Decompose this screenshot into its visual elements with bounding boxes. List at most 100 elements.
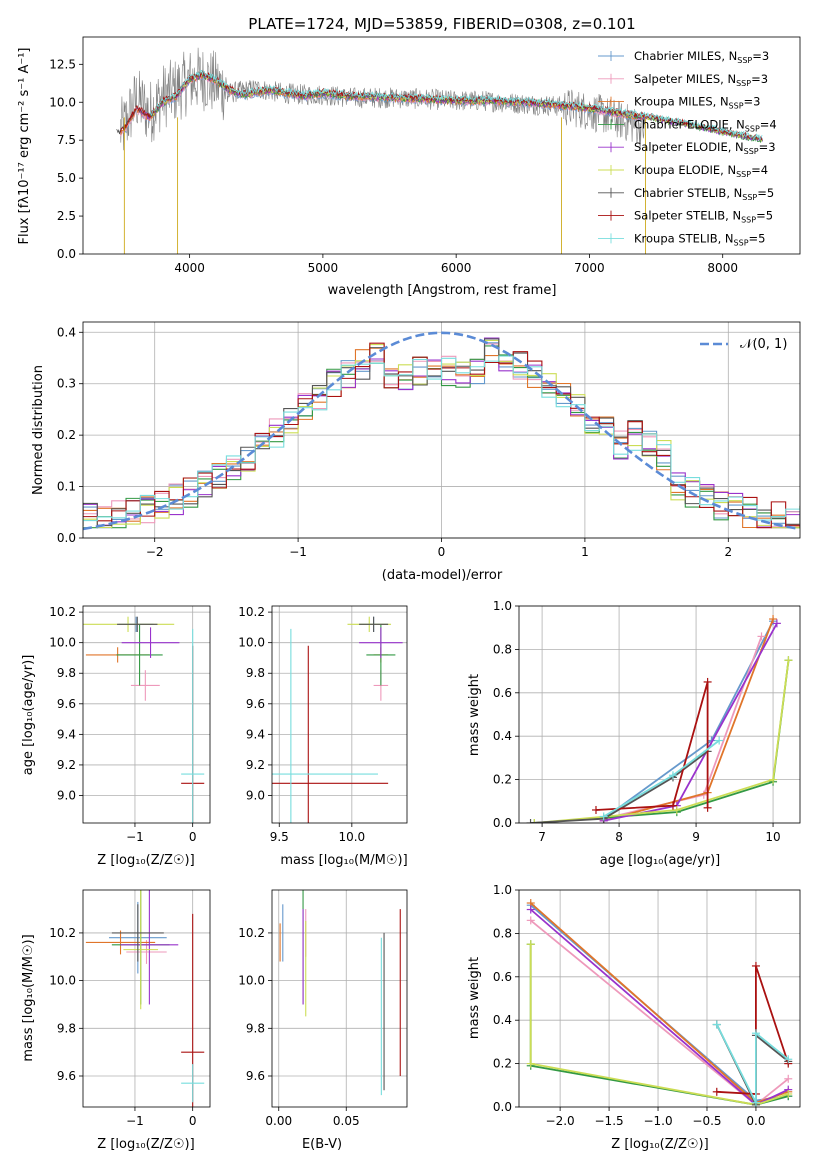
x-tick-label: −1.5 xyxy=(595,1114,624,1128)
x-tick-label: 1 xyxy=(581,545,589,559)
ageM-xlabel: mass [log₁₀(M/M☉)] xyxy=(280,853,407,868)
y-tick-label: 0.8 xyxy=(493,926,512,940)
age-vs-mass-panel: 9.5 10.0 9.0 9.2 9.4 9.6 9.8 10.0 10.2 xyxy=(238,605,408,844)
legend-entry-label: Chabrier MILES, NSSP=3 xyxy=(634,49,769,65)
massweight-line xyxy=(530,750,709,823)
legend-nssp: =4 xyxy=(751,163,768,177)
legend-nssp: =5 xyxy=(756,209,773,223)
y-tick-label: 10.0 xyxy=(238,974,265,988)
y-tick-label: 10.0 xyxy=(49,95,76,109)
massZ-xlabel: Z [log₁₀(Z/Z☉)] xyxy=(97,1137,194,1152)
errorbar-group xyxy=(272,616,403,823)
y-tick-label: 0.0 xyxy=(493,1100,512,1114)
y-tick-label: 9.8 xyxy=(246,1021,265,1035)
figure-title: PLATE=1724, MJD=53859, FIBERID=0308, z=0… xyxy=(248,15,635,33)
y-tick-label: 0.0 xyxy=(57,531,76,545)
legend-subscript: SSP xyxy=(737,56,752,65)
mwZ-ylabel: mass weight xyxy=(467,957,482,1039)
y-tick-label: 10.2 xyxy=(238,926,265,940)
axes-frame xyxy=(82,321,801,539)
massweight-line xyxy=(603,622,778,822)
y-tick-label: 0.0 xyxy=(57,247,76,261)
y-tick-label: 9.2 xyxy=(57,758,76,772)
y-tick-label: 0.2 xyxy=(57,428,76,442)
x-tick-label: 0.0 xyxy=(746,1114,765,1128)
y-tick-label: 9.8 xyxy=(57,1021,76,1035)
errorbar-group xyxy=(85,890,205,1107)
y-tick-label: 9.4 xyxy=(246,727,265,741)
legend-subscript: SSP xyxy=(742,193,757,202)
x-tick-label: −1 xyxy=(126,1114,144,1128)
y-tick-label: 10.0 xyxy=(49,636,76,650)
axes-frame xyxy=(82,889,211,1108)
histogram-group xyxy=(83,331,800,531)
y-tick-label: 0.6 xyxy=(493,686,512,700)
legend-nssp: =5 xyxy=(757,186,774,200)
legend-nssp: =3 xyxy=(752,49,769,63)
y-tick-label: 0.4 xyxy=(493,1013,512,1027)
y-tick-label: 0.4 xyxy=(57,325,76,339)
legend-subscript: SSP xyxy=(729,102,744,111)
legend-subscript: SSP xyxy=(736,170,751,179)
massweight-line xyxy=(715,1024,789,1104)
x-tick-label: 0 xyxy=(438,545,446,559)
mass-vs-ebv-panel: 0.00 0.05 9.6 9.8 10.0 10.2 xyxy=(238,889,408,1128)
residuals-legend-label: 𝒩(0, 1) xyxy=(740,337,787,352)
y-tick-label: 0.4 xyxy=(493,729,512,743)
legend-entry-label: Kroupa ELODIE, NSSP=4 xyxy=(634,163,768,179)
legend-entry-label: Salpeter ELODIE, NSSP=3 xyxy=(634,140,776,156)
axes-frame xyxy=(82,605,211,824)
x-tick-label: 6000 xyxy=(441,261,472,275)
massweight-line xyxy=(529,944,789,1106)
y-tick-label: 10.0 xyxy=(238,636,265,650)
ageZ-xlabel: Z [log₁₀(Z/Z☉)] xyxy=(97,853,194,868)
y-tick-label: 10.0 xyxy=(49,974,76,988)
y-tick-label: 0.6 xyxy=(493,970,512,984)
y-tick-label: 0.2 xyxy=(493,1057,512,1071)
y-tick-label: 10.2 xyxy=(49,605,76,619)
x-tick-label: −2.0 xyxy=(546,1114,575,1128)
legend-subscript: SSP xyxy=(741,216,756,225)
y-tick-label: 9.0 xyxy=(57,788,76,802)
y-tick-label: 9.6 xyxy=(246,1069,265,1083)
y-tick-label: 5.0 xyxy=(57,171,76,185)
legend-nssp: =4 xyxy=(760,117,777,131)
legend-nssp: =3 xyxy=(751,72,768,86)
x-tick-label: 10.0 xyxy=(338,830,365,844)
y-tick-label: 7.5 xyxy=(57,133,76,147)
y-tick-label: 0.2 xyxy=(493,773,512,787)
legend-subscript: SSP xyxy=(745,124,760,133)
residual-histogram xyxy=(83,355,800,526)
spectrum-lines xyxy=(116,47,763,254)
y-tick-label: 0.0 xyxy=(493,816,512,830)
y-tick-label: 9.8 xyxy=(57,666,76,680)
massweight-line xyxy=(534,660,790,823)
x-tick-label: 9 xyxy=(692,830,700,844)
y-tick-label: 9.8 xyxy=(246,666,265,680)
massZ-ylabel: mass [log₁₀(M/M☉)] xyxy=(21,934,36,1061)
ageZ-ylabel: age [log₁₀(age/yr)] xyxy=(21,655,36,776)
spectrum-xlabel: wavelength [Angstrom, rest frame] xyxy=(328,283,557,298)
massweight-line xyxy=(530,919,789,1106)
axes-frame xyxy=(518,889,801,1108)
x-tick-label: −1 xyxy=(126,830,144,844)
y-tick-label: 9.0 xyxy=(246,788,265,802)
y-tick-label: 9.6 xyxy=(57,697,76,711)
y-tick-label: 1.0 xyxy=(493,883,512,897)
y-tick-label: 10.2 xyxy=(238,605,265,619)
legend-nssp: =5 xyxy=(749,231,766,245)
axes-frame xyxy=(271,889,408,1108)
x-tick-label: 10 xyxy=(765,830,780,844)
massE-xlabel: E(B-V) xyxy=(302,1137,342,1152)
x-tick-label: 9.5 xyxy=(270,830,289,844)
y-tick-label: 0.1 xyxy=(57,480,76,494)
x-tick-label: 4000 xyxy=(174,261,205,275)
x-tick-label: 0.00 xyxy=(265,1114,292,1128)
mwAge-ylabel: mass weight xyxy=(467,674,482,756)
x-tick-label: 8 xyxy=(615,830,623,844)
x-tick-label: 7000 xyxy=(574,261,605,275)
massweight-group xyxy=(526,615,793,823)
axes-frame xyxy=(271,605,408,824)
